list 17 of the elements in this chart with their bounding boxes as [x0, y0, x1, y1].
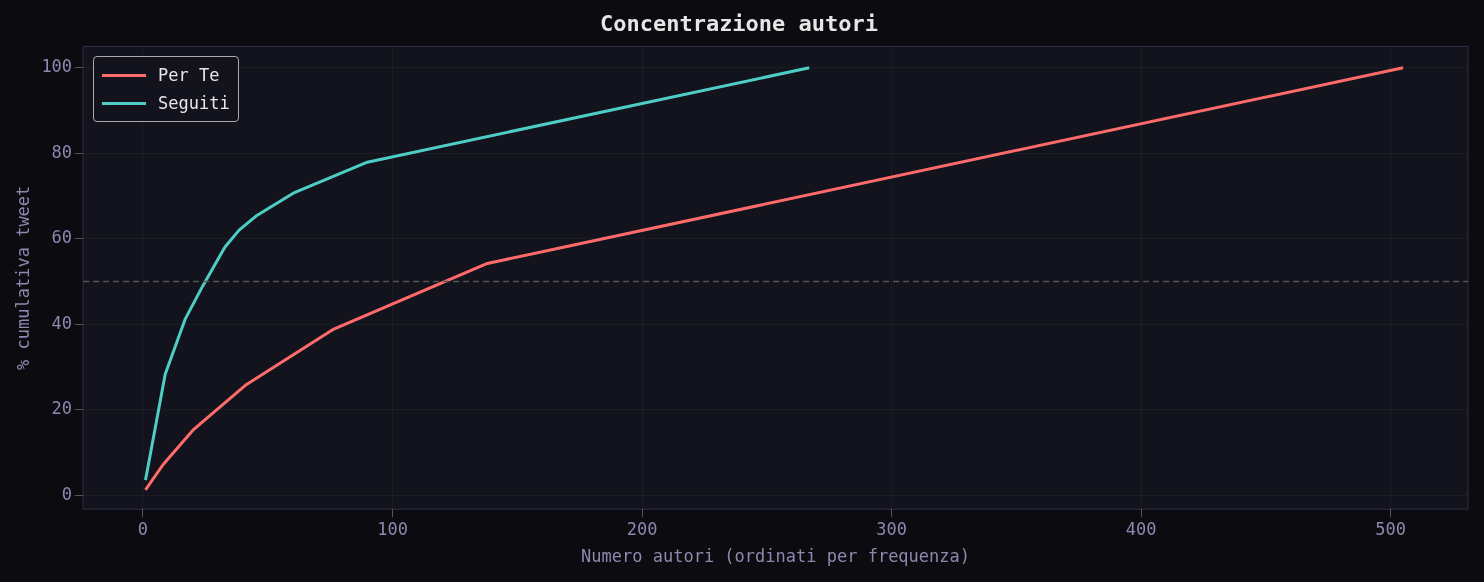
y-tick-label: 40 — [51, 312, 73, 333]
x-tick-label: 200 — [626, 518, 658, 539]
y-tick-label: 100 — [41, 56, 73, 77]
x-tick-label: 500 — [1375, 518, 1406, 539]
legend-label: Seguiti — [158, 92, 230, 116]
x-tick-label: 400 — [1125, 518, 1157, 539]
x-tick-label: 100 — [377, 518, 408, 539]
y-tick-label: 20 — [51, 398, 73, 419]
x-axis-title: Numero autori (ordinati per frequenza) — [581, 546, 971, 567]
x-tick-label: 300 — [876, 518, 907, 539]
legend-label: Per Te — [158, 64, 220, 88]
chart-title: Concentrazione autori — [599, 10, 879, 36]
y-tick-label: 80 — [51, 141, 73, 162]
x-tick-label: 0 — [137, 518, 149, 539]
y-tick-label: 60 — [51, 227, 73, 248]
y-axis-title: % cumulativa tweet — [12, 185, 33, 370]
y-tick-label: 0 — [61, 483, 73, 504]
